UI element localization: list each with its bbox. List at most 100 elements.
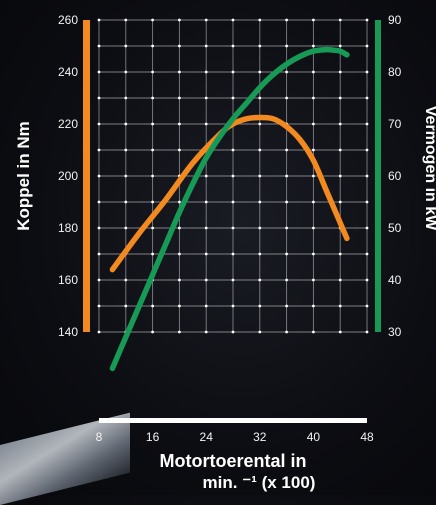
y-left-tick-label: 240: [58, 65, 78, 79]
grid-dot: [285, 330, 288, 334]
grid-dot: [124, 70, 128, 74]
grid-dot: [204, 18, 208, 22]
grid-dot: [231, 44, 235, 48]
x-tick-label: 48: [360, 430, 374, 444]
grid-dot: [97, 70, 101, 74]
grid-dot: [338, 96, 342, 100]
grid-dot: [178, 122, 181, 126]
grid-dot: [204, 200, 208, 204]
y-left-tick-label: 220: [58, 117, 78, 131]
grid-dot: [312, 70, 315, 74]
grid-dot: [338, 174, 342, 178]
grid-dot: [151, 148, 155, 152]
y-right-axis-title: Vermogen in kW: [422, 106, 436, 231]
grid-dot: [178, 70, 181, 74]
grid-dot: [312, 18, 315, 22]
x-axis-title-unit: min. ⁻¹ (x 100): [203, 473, 316, 492]
grid-dot: [338, 304, 342, 308]
grid-dot: [231, 148, 235, 152]
grid-dot: [151, 96, 155, 100]
grid-dot: [178, 96, 181, 100]
grid-dot: [178, 278, 181, 282]
grid-dot: [258, 304, 262, 308]
x-tick-label: 8: [96, 430, 103, 444]
grid-dot: [312, 122, 315, 126]
grid-dot: [231, 304, 235, 308]
grid-dot: [365, 96, 369, 100]
grid-dot: [285, 278, 288, 282]
grid-dot: [231, 252, 235, 256]
grid-dot: [312, 330, 315, 334]
grid-dot: [365, 148, 369, 152]
grid-dot: [258, 174, 262, 178]
y-left-axis-title: Koppel in Nm: [14, 121, 33, 231]
grid-dot: [97, 148, 101, 152]
grid-dot: [178, 226, 181, 230]
grid-dot: [365, 18, 369, 22]
x-tick-label: 24: [200, 430, 214, 444]
grid-dot: [285, 200, 288, 204]
grid-dot: [312, 278, 315, 282]
grid-dot: [258, 330, 262, 334]
y-right-tick-label: 50: [388, 221, 402, 235]
grid-dot: [178, 18, 181, 22]
y-right-tick-label: 40: [388, 273, 402, 287]
grid-dot: [258, 44, 262, 48]
grid-dot: [258, 96, 262, 100]
grid-dot: [97, 330, 101, 334]
power-line: [109, 46, 350, 372]
grid-dot: [124, 200, 128, 204]
y-right-tick-label: 60: [388, 169, 402, 183]
grid-dot: [204, 226, 208, 230]
grid-dot: [231, 70, 235, 74]
grid-dot: [178, 44, 181, 48]
grid-dot: [258, 70, 262, 74]
grid-dot: [151, 174, 155, 178]
grid-dot: [124, 148, 128, 152]
grid-dot: [124, 44, 128, 48]
grid-dot: [231, 18, 235, 22]
grid-dot: [97, 96, 101, 100]
grid-dot: [365, 44, 369, 48]
grid-dot: [97, 44, 101, 48]
grid-dot: [258, 200, 262, 204]
grid-dot: [231, 226, 235, 230]
y-left-tick-label: 140: [58, 325, 78, 339]
grid-dot: [151, 252, 155, 256]
grid-dot: [312, 96, 315, 100]
grid-dot: [178, 330, 181, 334]
grid-dot: [285, 252, 288, 256]
grid-dot: [285, 70, 288, 74]
grid-dot: [365, 330, 369, 334]
grid-dot: [151, 330, 155, 334]
grid-dot: [365, 174, 369, 178]
grid-dot: [258, 148, 262, 152]
grid-dot: [338, 252, 342, 256]
left-axis-bar: [83, 20, 90, 332]
grid-dot: [312, 44, 315, 48]
grid-dot: [285, 226, 288, 230]
grid-dot: [204, 304, 208, 308]
bottom-axis-bar: [99, 418, 367, 423]
grid-dot: [365, 278, 369, 282]
y-left-tick-label: 180: [58, 221, 78, 235]
grid-dot: [338, 18, 342, 22]
grid-dot: [204, 278, 208, 282]
grid-dot: [124, 278, 128, 282]
grid-dot: [124, 18, 128, 22]
grid-dot: [258, 252, 262, 256]
axes: [83, 20, 381, 423]
grid-dot: [204, 70, 208, 74]
x-tick-label: 40: [307, 430, 321, 444]
grid-dot: [97, 200, 101, 204]
y-left-tick-label: 160: [58, 273, 78, 287]
grid-dot: [204, 44, 208, 48]
grid-dot: [97, 18, 101, 22]
grid-dot: [151, 226, 155, 230]
grid-dot: [204, 96, 208, 100]
grid-dot: [338, 330, 342, 334]
grid-dot: [204, 174, 208, 178]
grid-dot: [151, 70, 155, 74]
grid-dot: [312, 200, 315, 204]
